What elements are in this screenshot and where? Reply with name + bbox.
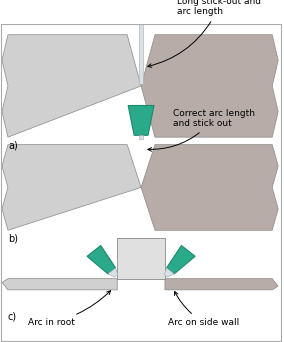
- Text: Arc in root: Arc in root: [28, 291, 110, 327]
- Text: c): c): [8, 312, 17, 321]
- Text: Correct arc length
and stick out: Correct arc length and stick out: [148, 109, 255, 151]
- Polygon shape: [128, 0, 154, 20]
- FancyBboxPatch shape: [139, 135, 143, 139]
- Polygon shape: [164, 268, 174, 277]
- Polygon shape: [165, 279, 278, 290]
- Polygon shape: [167, 246, 195, 274]
- Polygon shape: [2, 35, 141, 137]
- Polygon shape: [2, 279, 117, 290]
- Polygon shape: [108, 268, 118, 277]
- FancyBboxPatch shape: [139, 20, 143, 84]
- Text: a): a): [8, 141, 18, 151]
- FancyBboxPatch shape: [117, 238, 165, 279]
- Polygon shape: [87, 246, 116, 274]
- Polygon shape: [141, 35, 278, 137]
- Text: Arc on side wall: Arc on side wall: [168, 291, 239, 327]
- Polygon shape: [2, 145, 141, 230]
- Polygon shape: [128, 105, 154, 135]
- Text: b): b): [8, 233, 18, 243]
- Text: Long stick-out and
arc length: Long stick-out and arc length: [148, 0, 261, 67]
- Polygon shape: [141, 145, 278, 230]
